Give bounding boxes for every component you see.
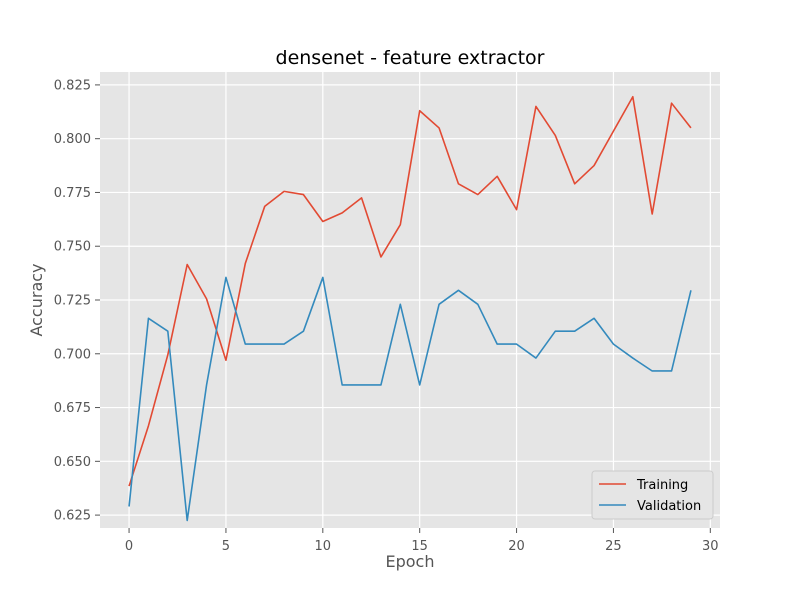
y-axis-ticks: 0.625 0.650 0.675 0.700 0.725 0.750 0.775 0.800… [54, 78, 100, 524]
x-tick-label: 20 [508, 539, 525, 554]
x-tick-label: 15 [411, 539, 428, 554]
x-tick-label: 30 [702, 539, 719, 554]
legend-label-training: Training [636, 478, 688, 493]
series-lines [128, 95, 692, 522]
x-axis-label: Epoch [386, 552, 435, 571]
x-tick-label: 25 [605, 539, 622, 554]
x-axis-ticks: 0 5 10 15 20 25 30 [125, 528, 719, 554]
legend-box [591, 470, 714, 520]
series-line-validation [128, 276, 692, 522]
grid-lines [100, 72, 720, 528]
chart-title: densenet - feature extractor [276, 47, 545, 69]
series-line-training [128, 95, 692, 487]
y-tick-label: 0.625 [54, 509, 91, 524]
y-tick-label: 0.700 [54, 347, 91, 362]
y-tick-label: 0.650 [54, 455, 91, 470]
x-tick-label: 10 [315, 539, 332, 554]
y-axis-label: Accuracy [27, 263, 46, 336]
x-tick-label: 5 [222, 539, 230, 554]
y-tick-label: 0.825 [54, 78, 91, 93]
y-tick-label: 0.675 [54, 401, 91, 416]
y-tick-label: 0.775 [54, 186, 91, 201]
y-tick-label: 0.725 [54, 294, 91, 309]
y-tick-label: 0.800 [54, 132, 91, 147]
y-tick-label: 0.750 [54, 240, 91, 255]
legend-label-validation: Validation [637, 499, 701, 514]
legend: Training Validation [591, 470, 714, 520]
x-tick-label: 0 [125, 539, 133, 554]
